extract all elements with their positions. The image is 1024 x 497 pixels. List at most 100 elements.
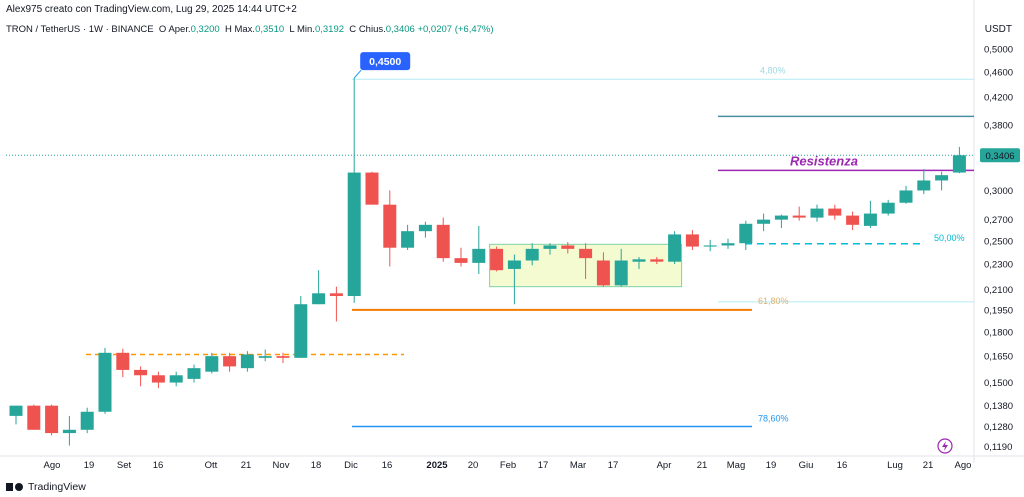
candle-body [792,215,806,218]
lightning-icon-bolt [942,441,948,451]
candle-body [9,405,23,416]
x-tick-label: 21 [241,460,252,471]
y-tick-label: 0,3800 [984,120,1013,131]
open-value: 0,3200 [190,24,220,35]
lightning-icon [937,438,953,454]
candle-body [383,204,397,248]
candle-body [579,248,593,259]
y-tick-label: 0,1190 [984,442,1012,453]
y-tick-label: 0,5000 [984,44,1013,55]
x-tick-label: Nov [273,460,290,471]
last-price-tag-label: 0,3406 [985,151,1014,162]
unit-label: USDT [984,24,1012,35]
candle-body [668,234,682,262]
x-tick-label: Giu [799,460,814,471]
candle-body [525,248,539,261]
candle-body [757,219,771,224]
candle-body [223,356,237,367]
candle-body [98,352,112,412]
y-tick-label: 0,3000 [984,186,1013,197]
candle-body [312,293,326,305]
x-tick-label: Feb [500,460,516,471]
chart-credit: Alex975 creato con TradingView.com, Lug … [6,4,297,15]
candle-body [952,155,966,173]
candle-body [490,248,504,271]
candle-body [294,304,308,358]
candle-body [347,172,361,296]
y-tick-label: 0,1950 [984,305,1013,316]
x-tick-label: 18 [311,460,322,471]
candle-body [632,259,646,262]
candle-body [365,172,379,205]
candle-body [169,375,183,383]
tradingview-brand[interactable]: TradingView [6,481,86,493]
low-value: 0,3192 [314,24,345,35]
y-tick-label: 0,1380 [984,401,1013,412]
candle-body [27,405,41,430]
candle-body [543,245,557,249]
x-tick-label: 2025 [426,460,448,471]
candle-body [721,243,735,246]
y-tick-label: 0,4600 [984,67,1013,78]
tradingview-logo-icon [6,481,24,493]
candle-body [863,213,877,226]
x-tick-label: 17 [608,460,619,471]
symbol-label: TRON / TetherUS · 1W · BINANCE [6,24,154,35]
resistance-annotation: Resistenza [790,153,858,168]
close-value: 0,3406 [385,24,415,35]
low-text: Min. [297,24,315,35]
candle-body [846,215,860,225]
candle-body [240,354,254,369]
callout-pointer [353,69,362,79]
change-value: +0,0207 (+6,47%) [417,24,494,35]
x-tick-label: 20 [468,460,479,471]
candle-body [258,356,272,358]
x-tick-label: 21 [697,460,708,471]
y-tick-label: 0,1500 [984,378,1013,389]
candle-body [828,208,842,216]
x-tick-label: 17 [538,460,549,471]
high-value: 0,3510 [255,24,285,35]
x-tick-label: Mar [570,460,586,471]
candle-body [739,223,753,244]
open-label: O [158,24,167,35]
y-tick-label: 0,4200 [984,93,1013,104]
y-tick-label: 0,1280 [984,422,1013,433]
candle-body [80,411,94,430]
y-tick-label: 0,1650 [984,352,1013,363]
x-tick-label: 16 [382,460,393,471]
high-text: Max. [234,24,256,35]
candle-body [62,429,76,434]
candle-body [703,245,717,247]
candle-body [472,248,486,263]
candle-body [596,260,610,286]
candle-body [810,208,824,218]
x-tick-label: Dic [344,460,358,471]
candle-body [561,245,575,249]
x-tick-label: Ott [205,460,218,471]
callout-value: 0,4500 [369,56,401,68]
y-tick-label: 0,2700 [984,215,1013,226]
open-text: Aper. [168,24,191,35]
candle-body [774,215,788,220]
x-tick-label: 16 [837,460,848,471]
x-tick-label: 19 [84,460,95,471]
y-tick-label: 0,2500 [984,236,1013,247]
candle-body [881,202,895,214]
fib-48-label: 4,80% [760,65,786,75]
x-tick-label: 21 [923,460,934,471]
y-tick-label: 0,2100 [984,285,1013,296]
candle-body [685,234,699,247]
candle-body [436,224,450,259]
candle-body [935,175,949,181]
x-tick-label: Apr [657,460,672,471]
x-tick-label: 19 [766,460,777,471]
candle-body [329,293,343,296]
close-text: Chius. [358,24,386,35]
brand-label: TradingView [28,481,86,493]
candle-body [134,369,148,376]
low-label: L [289,24,295,35]
candle-body [151,375,165,383]
x-tick-label: Set [117,460,132,471]
